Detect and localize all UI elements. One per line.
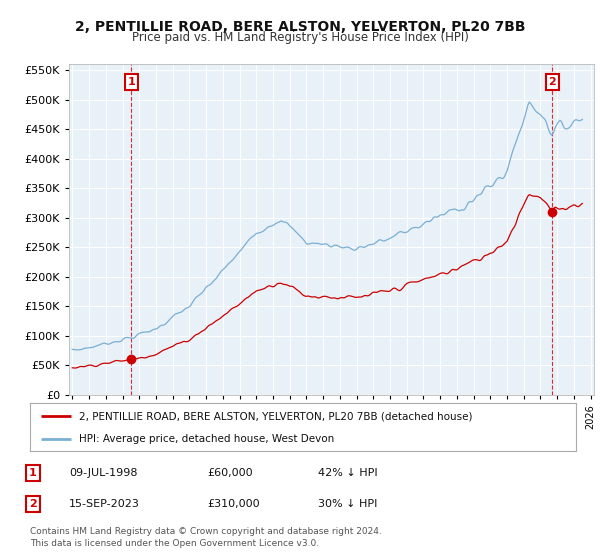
Text: Contains HM Land Registry data © Crown copyright and database right 2024.
This d: Contains HM Land Registry data © Crown c… [30,527,382,548]
Text: 1: 1 [29,468,37,478]
Text: £60,000: £60,000 [207,468,253,478]
Text: 2, PENTILLIE ROAD, BERE ALSTON, YELVERTON, PL20 7BB (detached house): 2, PENTILLIE ROAD, BERE ALSTON, YELVERTO… [79,411,473,421]
Text: 1: 1 [127,77,135,87]
Text: HPI: Average price, detached house, West Devon: HPI: Average price, detached house, West… [79,434,334,444]
Text: 42% ↓ HPI: 42% ↓ HPI [318,468,377,478]
Text: 2: 2 [29,499,37,509]
Text: 09-JUL-1998: 09-JUL-1998 [69,468,137,478]
Text: £310,000: £310,000 [207,499,260,509]
Text: 2: 2 [548,77,556,87]
Text: 15-SEP-2023: 15-SEP-2023 [69,499,140,509]
Text: 30% ↓ HPI: 30% ↓ HPI [318,499,377,509]
Text: 2, PENTILLIE ROAD, BERE ALSTON, YELVERTON, PL20 7BB: 2, PENTILLIE ROAD, BERE ALSTON, YELVERTO… [75,20,525,34]
Text: Price paid vs. HM Land Registry's House Price Index (HPI): Price paid vs. HM Land Registry's House … [131,31,469,44]
